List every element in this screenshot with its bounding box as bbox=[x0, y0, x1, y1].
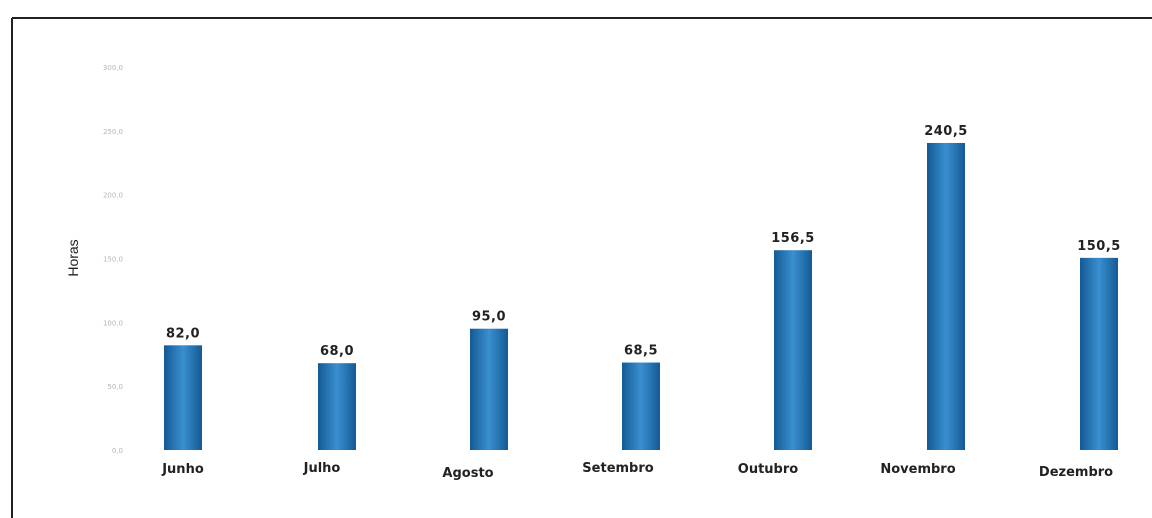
bar-series bbox=[164, 142, 1118, 450]
category-label: Outubro bbox=[738, 462, 798, 477]
y-tick-label: 250,0 bbox=[103, 128, 123, 136]
bar bbox=[164, 345, 202, 450]
bar-value-label: 156,5 bbox=[771, 231, 815, 246]
bar bbox=[622, 362, 660, 450]
bar bbox=[1080, 257, 1118, 450]
bar bbox=[774, 250, 812, 450]
y-tick-label: 50,0 bbox=[107, 383, 123, 391]
bar bbox=[470, 328, 508, 450]
category-label: Setembro bbox=[582, 461, 653, 476]
value-labels: 82,0 68,0 95,0 68,5 156,5 240,5 150,5 bbox=[166, 124, 1121, 359]
bar-value-label: 150,5 bbox=[1077, 239, 1121, 254]
y-tick-label: 100,0 bbox=[103, 319, 123, 327]
bar-value-label: 68,5 bbox=[624, 344, 658, 359]
y-tick-label: 0,0 bbox=[112, 447, 123, 455]
bar bbox=[927, 142, 965, 450]
category-label: Agosto bbox=[442, 466, 493, 481]
y-tick-label: 300,0 bbox=[103, 64, 123, 72]
category-label: Julho bbox=[303, 461, 341, 476]
y-tick-label: 150,0 bbox=[103, 256, 123, 264]
bar-value-label: 240,5 bbox=[924, 124, 968, 139]
bar-value-label: 68,0 bbox=[320, 344, 354, 359]
category-label: Junho bbox=[161, 462, 204, 477]
category-label: Dezembro bbox=[1039, 465, 1113, 480]
category-labels: Junho Julho Agosto Setembro Outubro Novembro D… bbox=[161, 461, 1113, 481]
y-axis-title: Horas bbox=[65, 239, 81, 276]
bar-value-label: 82,0 bbox=[166, 326, 200, 341]
category-label: Novembro bbox=[880, 462, 955, 477]
y-axis-ticks: 0,0 50,0 100,0 150,0 200,0 250,0 300,0 bbox=[103, 64, 123, 455]
bar-value-label: 95,0 bbox=[472, 310, 506, 325]
y-tick-label: 200,0 bbox=[103, 192, 123, 200]
bar bbox=[318, 363, 356, 450]
